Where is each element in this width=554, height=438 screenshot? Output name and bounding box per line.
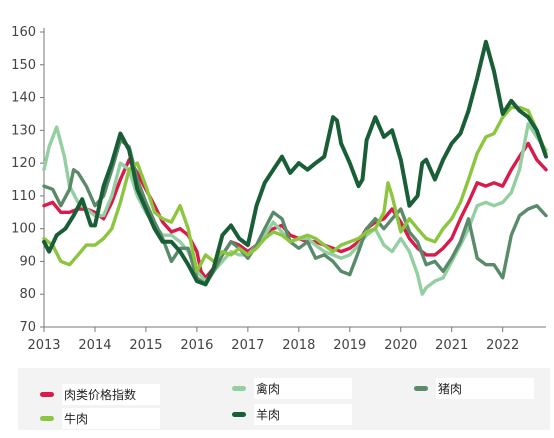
legend-label-beef: 牛肉 <box>62 408 160 429</box>
legend-swatch-meat-index <box>40 392 54 397</box>
x-tick-label: 2015 <box>129 338 162 353</box>
series-line-beef <box>42 105 548 273</box>
legend-label-poultry: 禽肉 <box>254 378 352 399</box>
y-tick-label: 160 <box>11 25 36 40</box>
legend-swatch-beef <box>40 416 54 421</box>
series-line-mutton <box>42 39 548 287</box>
line-chart: 70 80 90 100 110 120 130 140 150 160 2013 2014 2015… <box>11 25 548 353</box>
y-tick-label: 150 <box>11 58 36 73</box>
x-tick-label: 2021 <box>435 338 468 353</box>
y-tick-label: 70 <box>19 320 36 335</box>
legend-label-mutton: 羊肉 <box>254 404 352 425</box>
legend-swatch-poultry <box>232 386 246 391</box>
y-tick-label: 100 <box>11 222 36 237</box>
y-axis: 70 80 90 100 110 120 130 140 150 160 <box>11 25 45 335</box>
x-tick-label: 2014 <box>78 338 111 353</box>
legend-item-pork: 猪肉 <box>414 378 534 399</box>
x-tick-label: 2013 <box>27 338 60 353</box>
y-tick-label: 140 <box>11 91 36 106</box>
legend-swatch-mutton <box>232 412 246 417</box>
x-tick-label: 2022 <box>486 338 519 353</box>
y-tick-label: 110 <box>11 189 36 204</box>
legend-label-pork: 猪肉 <box>436 378 534 399</box>
x-tick-label: 2018 <box>282 338 315 353</box>
legend-label-meat-index: 肉类价格指数 <box>62 384 160 405</box>
legend-item-poultry: 禽肉 <box>232 378 352 399</box>
y-tick-label: 90 <box>19 254 36 269</box>
y-tick-label: 130 <box>11 123 36 138</box>
x-tick-label: 2016 <box>180 338 213 353</box>
legend-swatch-pork <box>414 386 428 391</box>
legend: 肉类价格指数 禽肉 猪肉 牛肉 羊肉 <box>18 368 550 430</box>
series-line-meat-index <box>42 141 548 280</box>
x-axis: 2013 2014 2015 2016 2017 2018 2019 2020 2021 2022 <box>27 326 546 353</box>
y-tick-label: 120 <box>11 156 36 171</box>
legend-item-beef: 牛肉 <box>40 408 160 429</box>
x-tick-label: 2019 <box>333 338 366 353</box>
y-tick-label: 80 <box>19 287 36 302</box>
x-tick-label: 2020 <box>384 338 417 353</box>
legend-item-meat-index: 肉类价格指数 <box>40 384 160 405</box>
x-tick-label: 2017 <box>231 338 264 353</box>
series-lines <box>42 39 548 296</box>
legend-item-mutton: 羊肉 <box>232 404 352 425</box>
